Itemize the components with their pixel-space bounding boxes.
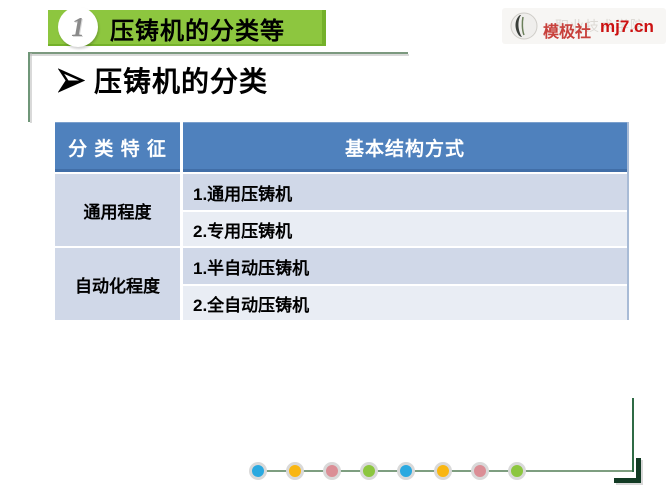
chapter-banner-title: 压铸机的分类等 — [110, 18, 285, 45]
frame-line-top — [28, 52, 408, 54]
watermark-text: 职业技术学院 — [555, 18, 645, 34]
classification-table: 分 类 特 征 基本结构方式 通用程度 1.通用压铸机 2.专用压铸机 自动化程… — [55, 122, 629, 320]
table-cell-feature-automation: 自动化程度 — [55, 248, 180, 320]
frame-line-left — [28, 52, 30, 122]
table-cell-item: 1.半自动压铸机 — [183, 248, 627, 284]
timeline-dot — [508, 462, 526, 480]
chapter-number: 1 — [71, 11, 85, 42]
table-header-structure: 基本结构方式 — [183, 122, 627, 172]
timeline-dot — [471, 462, 489, 480]
arrowhead-bullet-icon — [58, 67, 85, 93]
site-domain: mj7.cn — [600, 17, 654, 36]
corner-bracket — [614, 458, 641, 483]
table-cell-item: 1.通用压铸机 — [183, 174, 627, 210]
timeline-dot — [249, 462, 267, 480]
timeline-dot — [360, 462, 378, 480]
section-heading-text: 压铸机的分类 — [94, 66, 269, 97]
timeline-dot — [323, 462, 341, 480]
section-heading: 压铸机的分类 — [58, 60, 268, 100]
timeline-dot — [397, 462, 415, 480]
chapter-banner: 压铸机的分类等 — [48, 10, 326, 46]
site-name: 模极社 — [543, 24, 592, 41]
frame-line-right — [632, 398, 634, 472]
timeline-dots — [249, 462, 526, 480]
table-cell-item: 2.全自动压铸机 — [183, 286, 627, 320]
chapter-number-badge: 1 — [58, 7, 98, 47]
table-cell-item: 2.专用压铸机 — [183, 212, 627, 246]
table-cell-feature-generality: 通用程度 — [55, 174, 180, 246]
timeline-dot — [286, 462, 304, 480]
site-logo-icon — [510, 12, 538, 40]
timeline-dot — [434, 462, 452, 480]
table-header-feature: 分 类 特 征 — [55, 122, 180, 172]
